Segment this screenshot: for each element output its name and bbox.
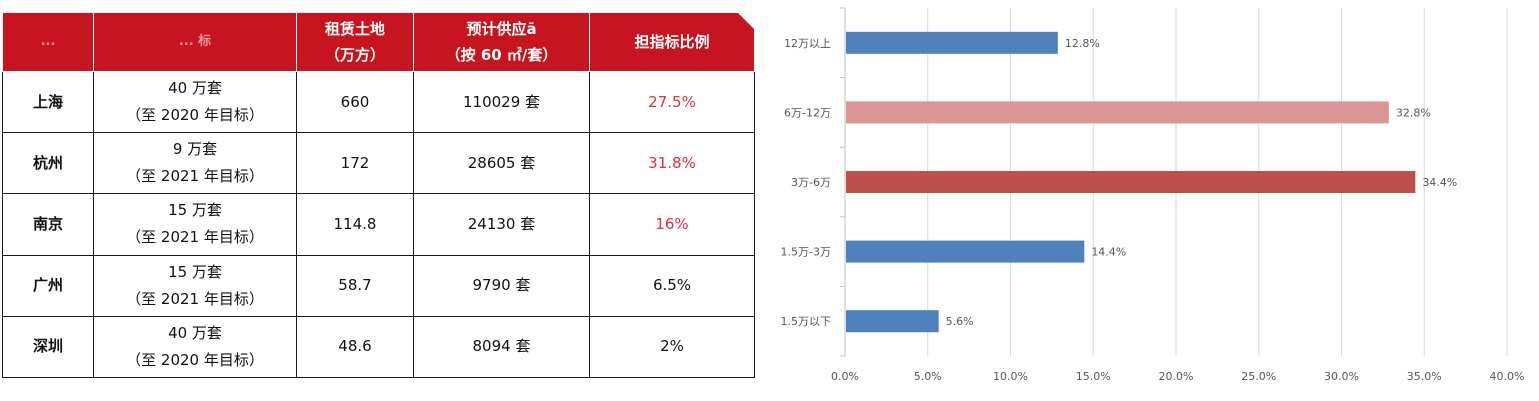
x-tick-label: 30.0% (1324, 370, 1359, 383)
land-cell: 660 (296, 70, 414, 134)
table-header-row: ... ... 标 租赁土地 （万方） 预计供应ā （按 60 ㎡/套） 担指标比例 (2, 12, 756, 72)
city-cell: 广州 (2, 254, 94, 317)
header-text: （按 60 ㎡/套） (445, 46, 558, 64)
target-text: 40 万套 (168, 323, 222, 342)
header-cell-1: ... 标 (93, 12, 297, 72)
land-cell: 114.8 (296, 193, 414, 256)
category-label: 1.5万-3万 (781, 246, 831, 259)
category-label: 6万-12万 (784, 106, 831, 119)
data-label: 32.8% (1396, 106, 1431, 119)
bar (846, 310, 939, 333)
target-text: （至 2020 年目标） (126, 350, 264, 369)
data-label: 34.4% (1422, 176, 1457, 189)
land-cell: 58.7 (296, 254, 414, 317)
city-cell: 南京 (2, 193, 94, 256)
supply-cell: 9790 套 (413, 254, 590, 317)
table-row: 杭州 9 万套 （至 2021 年目标） 172 28605 套 31.8% (2, 132, 755, 195)
bar (846, 101, 1389, 124)
city-cell: 杭州 (2, 132, 94, 195)
bar (846, 171, 1416, 193)
income-distribution-chart: 0.0% 5.0% 10.0% 15.0% 20.0% 25.0% 30.0% 35.0% 40… (760, 0, 1539, 401)
target-cell: 40 万套 （至 2020 年目标） (93, 70, 297, 134)
target-text: 9 万套 (172, 140, 218, 159)
bar (846, 31, 1058, 54)
target-text: 40 万套 (168, 79, 222, 98)
target-cell: 9 万套 （至 2021 年目标） (93, 132, 297, 195)
header-text: 担指标比例 (634, 33, 710, 51)
target-text: （至 2021 年目标） (126, 289, 264, 308)
category-label: 1.5万以下 (781, 315, 832, 328)
land-cell: 48.6 (296, 315, 414, 379)
rental-target-table-container: ...... 标租赁土地 （万方） 预计供应ā （按 60 ㎡/套） 担指标比例 上海 4… (2, 12, 756, 379)
table-row: 上海 40 万套 （至 2020 年目标） 660 110029 套 27.5% (2, 70, 755, 134)
table-body: 上海 40 万套 （至 2020 年目标） 660 110029 套 27.5% 杭州 9 万… (2, 70, 755, 379)
header-text: 预计供应ā (466, 20, 537, 38)
header-text: ... (40, 34, 56, 49)
target-cell: 40 万套 （至 2020 年目标） (93, 315, 297, 379)
supply-cell: 28605 套 (413, 132, 590, 195)
bar (846, 240, 1085, 263)
table-row: 深圳 40 万套 （至 2020 年目标） 48.6 8094 套 2% (2, 315, 755, 379)
rental-target-table: ...... 标租赁土地 （万方） 预计供应ā （按 60 ㎡/套） 担指标比例 上海 4… (2, 12, 756, 379)
x-tick-label: 20.0% (1159, 370, 1194, 383)
header-cell-4: 担指标比例 (589, 12, 756, 72)
header-cell-0: ... (2, 12, 94, 72)
data-label: 14.4% (1091, 246, 1126, 259)
target-text: （至 2021 年目标） (126, 167, 264, 186)
header-text: 租赁土地 (324, 20, 385, 38)
category-label: 12万以上 (784, 37, 831, 50)
target-text: 15 万套 (168, 262, 222, 281)
ratio-cell: 31.8% (589, 132, 755, 195)
header-cell-3: 预计供应ā （按 60 ㎡/套） (413, 12, 590, 72)
supply-cell: 8094 套 (413, 315, 590, 379)
header-text: ... 标 (178, 34, 212, 49)
x-tick-label: 0.0% (831, 370, 859, 383)
x-tick-label: 10.0% (993, 370, 1028, 383)
target-text: （至 2020 年目标） (126, 106, 264, 125)
ratio-cell: 2% (589, 315, 755, 379)
land-cell: 172 (296, 132, 414, 195)
category-label: 3万-6万 (791, 176, 831, 189)
header-cell-2: 租赁土地 （万方） (296, 12, 414, 72)
table-row: 广州 15 万套 （至 2021 年目标） 58.7 9790 套 6.5% (2, 254, 755, 317)
supply-cell: 24130 套 (413, 193, 590, 256)
target-cell: 15 万套 （至 2021 年目标） (93, 254, 297, 317)
supply-cell: 110029 套 (413, 70, 590, 134)
city-cell: 深圳 (2, 315, 94, 379)
data-label: 5.6% (946, 315, 974, 328)
x-tick-label: 15.0% (1076, 370, 1111, 383)
ratio-cell: 6.5% (589, 254, 755, 317)
ratio-cell: 27.5% (589, 70, 755, 134)
target-text: （至 2021 年目标） (126, 228, 264, 247)
city-cell: 上海 (2, 70, 94, 134)
x-tick-label: 40.0% (1490, 370, 1525, 383)
x-tick-label: 5.0% (914, 370, 942, 383)
target-text: 15 万套 (168, 201, 222, 220)
data-label: 12.8% (1065, 37, 1100, 50)
bar-chart-svg: 0.0% 5.0% 10.0% 15.0% 20.0% 25.0% 30.0% 35.0% 40… (781, 7, 1525, 383)
header-text: （万方） (324, 46, 385, 64)
x-tick-label: 25.0% (1241, 370, 1276, 383)
target-cell: 15 万套 （至 2021 年目标） (93, 193, 297, 256)
table-row: 南京 15 万套 （至 2021 年目标） 114.8 24130 套 16% (2, 193, 755, 256)
x-tick-label: 35.0% (1407, 370, 1442, 383)
ratio-cell: 16% (589, 193, 755, 256)
